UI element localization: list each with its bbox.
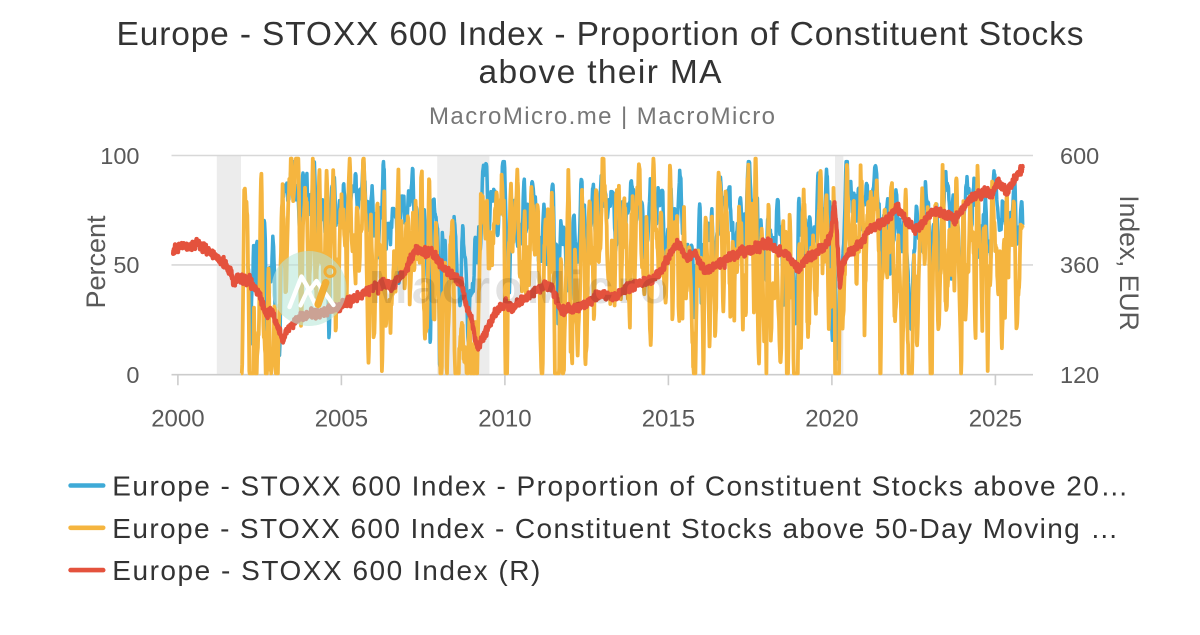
svg-text:Percent: Percent (81, 215, 111, 309)
svg-text:2025: 2025 (969, 406, 1022, 433)
svg-text:MacroMicro: MacroMicro (369, 261, 668, 313)
svg-text:0: 0 (126, 362, 139, 388)
svg-text:50: 50 (113, 252, 139, 278)
svg-text:Europe - STOXX 600 Index - Pro: Europe - STOXX 600 Index - Proportion of… (112, 471, 1128, 502)
svg-text:100: 100 (100, 143, 139, 169)
svg-text:Europe - STOXX 600 Index - Con: Europe - STOXX 600 Index - Constituent S… (112, 513, 1118, 544)
svg-text:2000: 2000 (151, 406, 204, 433)
svg-text:2020: 2020 (805, 406, 858, 433)
svg-text:MacroMicro.me | MacroMicro: MacroMicro.me | MacroMicro (429, 103, 775, 130)
svg-text:360: 360 (1060, 252, 1099, 278)
svg-text:2015: 2015 (642, 406, 695, 433)
svg-text:120: 120 (1060, 362, 1099, 388)
svg-text:Europe - STOXX 600 Index - Pro: Europe - STOXX 600 Index - Proportion of… (117, 16, 1084, 53)
svg-text:2010: 2010 (478, 406, 531, 433)
svg-text:above their MA: above their MA (479, 54, 723, 91)
svg-text:Index, EUR: Index, EUR (1114, 195, 1144, 331)
svg-text:2005: 2005 (315, 406, 368, 433)
svg-text:600: 600 (1060, 143, 1099, 169)
svg-text:Europe - STOXX 600 Index (R): Europe - STOXX 600 Index (R) (112, 555, 540, 586)
